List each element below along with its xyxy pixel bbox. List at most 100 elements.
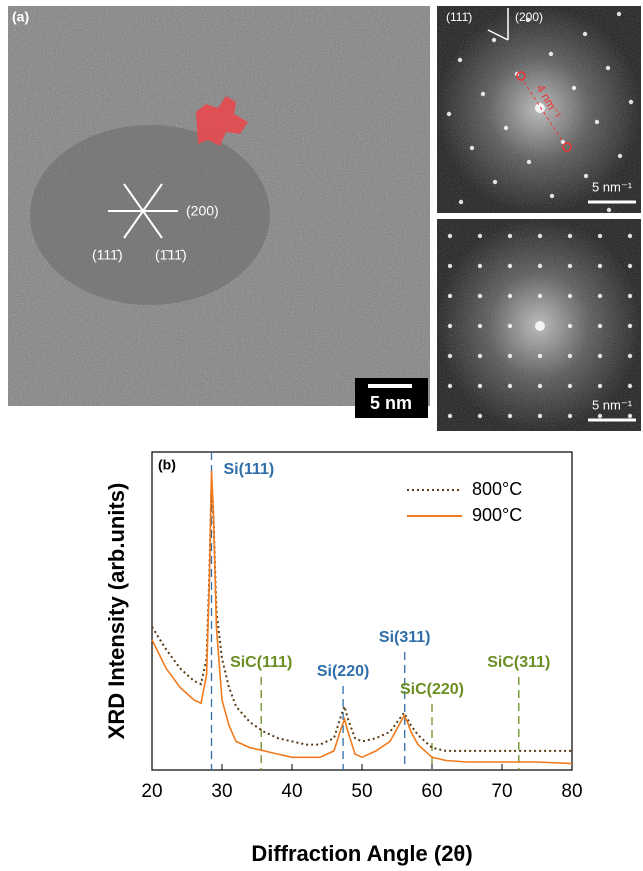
x-tick-label: 50 <box>351 781 372 802</box>
fft-spot <box>628 414 632 418</box>
x-tick-label: 60 <box>421 781 442 802</box>
fft-spot <box>568 354 572 358</box>
peak-label: SiC(311) <box>487 654 550 671</box>
legend-label: 900°C <box>472 505 522 525</box>
fft-spot <box>628 324 632 328</box>
fft-spot <box>572 86 576 90</box>
panel-label: (b) <box>158 457 176 473</box>
fft-spot <box>628 384 632 388</box>
fft-scale-label: 5 nm⁻¹ <box>592 179 633 194</box>
fft-spot <box>628 354 632 358</box>
fft-spot <box>629 100 633 104</box>
scale-bar-label: 5 nm <box>370 393 412 413</box>
fft-spot <box>447 112 451 116</box>
fft-spot <box>508 354 512 358</box>
fft-spot <box>478 264 482 268</box>
fft-spot <box>598 264 602 268</box>
fft-spot <box>478 294 482 298</box>
fft-spot <box>628 294 632 298</box>
fft-spot <box>448 384 452 388</box>
fft-spot <box>595 120 599 124</box>
fft-spot <box>478 414 482 418</box>
fft-spot <box>583 32 587 36</box>
peak-label: Si(111) <box>224 461 275 478</box>
fft-spot <box>538 384 542 388</box>
lattice-label: (200) <box>186 203 219 219</box>
x-tick-label: 40 <box>281 781 302 802</box>
y-axis-label: XRD Intensity (arb.units) <box>104 483 129 740</box>
fft-spot <box>448 264 452 268</box>
fft-spot <box>535 321 545 331</box>
x-tick-label: 70 <box>491 781 512 802</box>
fft-spot <box>538 354 542 358</box>
fft-spot <box>459 200 463 204</box>
fft-spot <box>448 324 452 328</box>
fft-spot <box>492 38 496 42</box>
fft-spot <box>478 324 482 328</box>
x-tick-label: 20 <box>141 781 162 802</box>
fft-spot <box>478 354 482 358</box>
fft-spot <box>568 384 572 388</box>
figure: (a) (200) (111̄) (1̄11̄) 5 nm (111̄) (20… <box>0 0 643 871</box>
xrd-chart: 20 30 40 50 60 70 80 Diffraction Angle (2θ) XRD … <box>104 452 583 866</box>
fft-spot <box>584 174 588 178</box>
x-tick-label: 80 <box>561 781 582 802</box>
fft-spot <box>618 154 622 158</box>
fft-spot <box>607 208 611 212</box>
fft-spot <box>508 414 512 418</box>
fft-spot <box>598 294 602 298</box>
fft-scale-label: 5 nm⁻¹ <box>592 397 633 412</box>
legend-label: 800°C <box>472 479 522 499</box>
fft-spot <box>568 234 572 238</box>
fft-spot <box>568 264 572 268</box>
fft-spot <box>550 194 554 198</box>
fft-spot <box>549 52 553 56</box>
peak-label: Si(220) <box>317 663 369 680</box>
fft-spot <box>481 92 485 96</box>
fft-spot <box>508 294 512 298</box>
peak-label: Si(311) <box>379 629 431 646</box>
fft-spot <box>617 12 621 16</box>
fft-spot <box>628 234 632 238</box>
fft-spot <box>508 384 512 388</box>
fft-spot <box>448 414 452 418</box>
lattice-label: (111̄) <box>92 247 123 263</box>
fft-spot <box>598 354 602 358</box>
x-axis-label: Diffraction Angle (2θ) <box>251 841 472 866</box>
fft-spot <box>628 264 632 268</box>
fft-spot <box>508 264 512 268</box>
tem-image <box>8 6 430 418</box>
fft-spot <box>508 324 512 328</box>
fft-spot <box>568 324 572 328</box>
fft-spot <box>598 384 602 388</box>
fft-spot <box>598 324 602 328</box>
plot-frame <box>152 452 572 770</box>
fft-spot <box>504 126 508 130</box>
fft-spot <box>508 234 512 238</box>
fft-spot <box>538 234 542 238</box>
fft-spot <box>538 414 542 418</box>
peak-label: SiC(111) <box>230 654 292 671</box>
fft-spot <box>568 294 572 298</box>
fft-spot <box>458 58 462 62</box>
fft-spot <box>470 146 474 150</box>
fft-spot <box>493 180 497 184</box>
x-tick-label: 30 <box>211 781 232 802</box>
fft-spot <box>568 414 572 418</box>
fft-spot <box>478 384 482 388</box>
fft-spot <box>448 354 452 358</box>
peak-label: SiC(220) <box>400 681 464 698</box>
fft-spot <box>448 234 452 238</box>
fft-spot <box>448 294 452 298</box>
fft-direction-label: (111̄) <box>446 10 472 24</box>
fft-spot <box>527 160 531 164</box>
fft-spot <box>538 294 542 298</box>
fft-spot <box>606 66 610 70</box>
fft-spot <box>478 234 482 238</box>
panel-label: (a) <box>12 9 29 25</box>
lattice-label: (1̄11̄) <box>155 247 187 263</box>
fft-direction-label: (200) <box>515 10 543 24</box>
fft-spot <box>598 414 602 418</box>
fft-spot <box>538 264 542 268</box>
fft-spot <box>598 234 602 238</box>
